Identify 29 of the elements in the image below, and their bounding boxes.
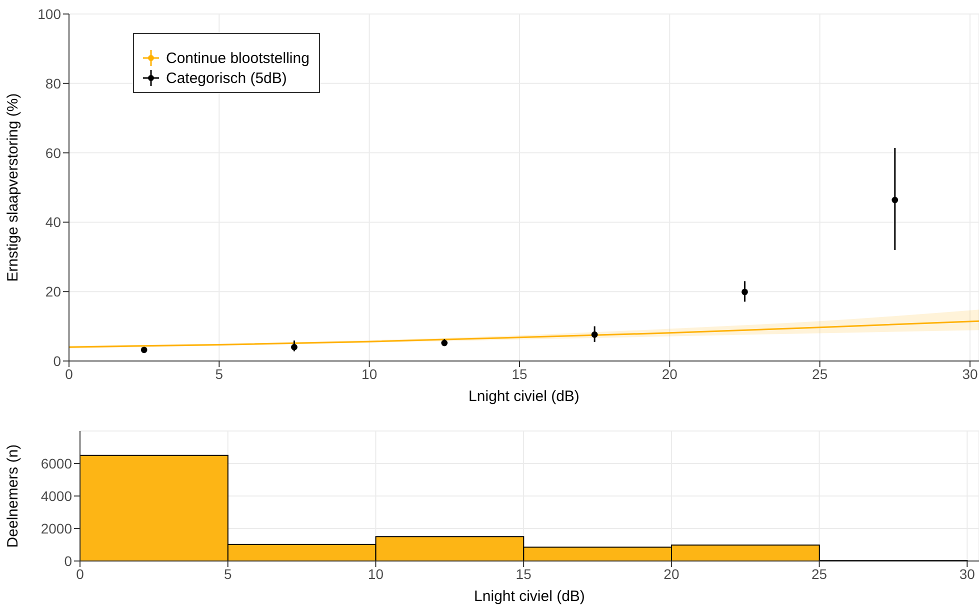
y-tick-label: 0 [64, 552, 72, 569]
x-axis-title: Lnight civiel (dB) [474, 588, 585, 605]
y-tick-label: 0 [53, 352, 62, 369]
x-tick-label: 25 [812, 566, 828, 582]
x-tick-label: 15 [512, 366, 528, 382]
y-axis-title: Ernstige slaapverstoring (%) [4, 93, 22, 282]
x-tick-label: 5 [224, 566, 232, 582]
x-tick-label: 5 [215, 366, 224, 382]
x-tick-label: 10 [368, 566, 384, 582]
x-tick-label: 20 [662, 366, 678, 382]
x-tick-label: 15 [516, 566, 532, 582]
y-axis-title: Deelnemers (n) [4, 444, 22, 548]
y-tick-label: 6000 [40, 455, 72, 472]
x-tick-label: 10 [362, 366, 378, 382]
y-tick-label: 80 [45, 75, 62, 92]
y-tick-label: 4000 [40, 488, 72, 504]
x-axis-title: Lnight civiel (dB) [468, 388, 580, 405]
y-tick-label: 20 [45, 284, 62, 300]
x-tick-label: 30 [959, 566, 976, 582]
y-tick-label: 40 [45, 214, 62, 230]
y-tick-label: 60 [45, 144, 62, 161]
legend-label: Continue blootstelling [166, 50, 310, 66]
x-tick-label: 20 [664, 566, 680, 582]
x-tick-label: 0 [76, 566, 84, 582]
y-tick-label: 100 [38, 6, 62, 22]
x-tick-label: 25 [812, 366, 828, 382]
x-tick-label: 30 [962, 366, 978, 382]
legend-label: Categorisch (5dB) [166, 70, 287, 86]
y-tick-label: 2000 [40, 520, 72, 536]
